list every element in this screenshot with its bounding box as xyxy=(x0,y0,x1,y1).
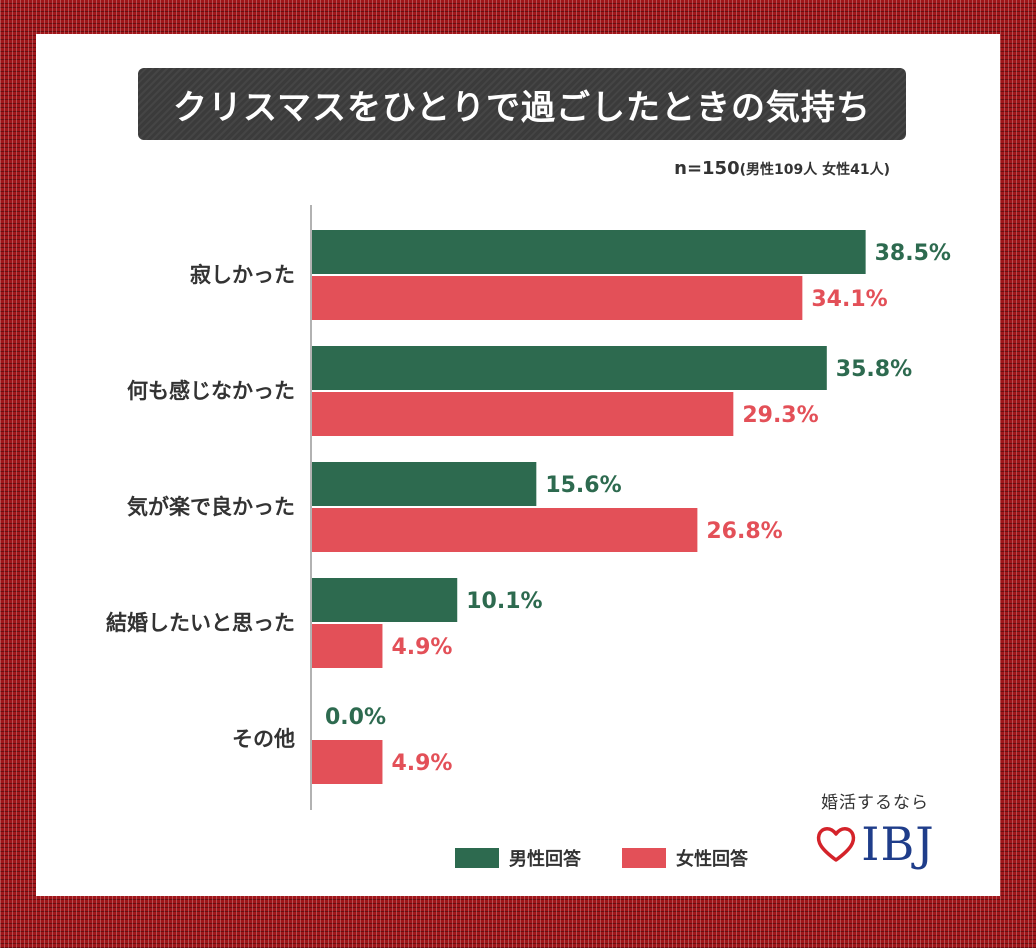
brand-tagline: 婚活するなら xyxy=(821,793,929,813)
bar-female xyxy=(312,392,734,436)
value-label-female: 26.8% xyxy=(706,519,782,544)
category-label: 気が楽で良かった xyxy=(127,495,295,519)
sample-size: n=150(男性109人 女性41人) xyxy=(560,158,890,179)
bar-female xyxy=(312,276,803,320)
category-label: 結婚したいと思った xyxy=(106,611,295,635)
value-label-male: 38.5% xyxy=(875,241,951,266)
category-label: 寂しかった xyxy=(190,263,295,287)
value-label-male: 0.0% xyxy=(325,705,386,730)
category-label: 何も感じなかった xyxy=(127,379,295,403)
value-label-female: 4.9% xyxy=(391,635,452,660)
legend-male: 男性回答 xyxy=(455,845,581,871)
legend-male-swatch xyxy=(455,848,499,868)
legend-female-swatch xyxy=(622,848,666,868)
legend-female: 女性回答 xyxy=(622,845,748,871)
sample-size-main: n=150 xyxy=(674,158,740,179)
legend-male-label: 男性回答 xyxy=(509,849,581,870)
ibj-logo: IBJ xyxy=(800,817,950,871)
value-label-female: 4.9% xyxy=(391,751,452,776)
brand-block: 婚活するなら IBJ xyxy=(800,788,950,871)
sample-size-detail: (男性109人 女性41人) xyxy=(739,162,890,178)
bar-male xyxy=(312,230,866,274)
ibj-logo-text: IBJ xyxy=(861,817,935,871)
bar-male xyxy=(312,578,458,622)
chart-title: クリスマスをひとりで過ごしたときの気持ち xyxy=(138,68,906,140)
value-label-female: 29.3% xyxy=(742,403,818,428)
category-label: その他 xyxy=(232,727,295,751)
value-label-female: 34.1% xyxy=(811,287,887,312)
bar-female xyxy=(312,740,383,784)
bar-male xyxy=(312,346,827,390)
value-label-male: 10.1% xyxy=(466,589,542,614)
bar-male xyxy=(312,462,537,506)
value-label-male: 35.8% xyxy=(836,357,912,382)
heart-icon xyxy=(817,827,856,862)
legend-female-label: 女性回答 xyxy=(676,849,748,870)
bar-female xyxy=(312,624,383,668)
value-label-male: 15.6% xyxy=(545,473,621,498)
bar-female xyxy=(312,508,698,552)
